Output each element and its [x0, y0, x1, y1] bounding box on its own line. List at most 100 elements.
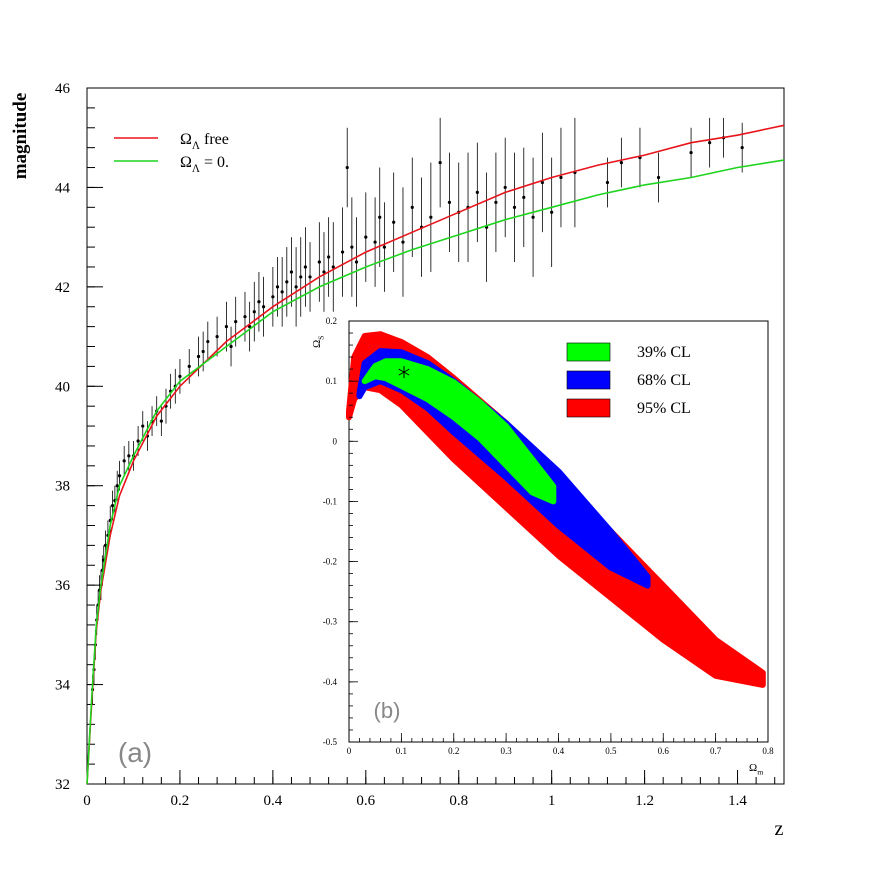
legend-label: 95% CL	[637, 400, 691, 417]
data-point	[656, 175, 661, 180]
data-point	[234, 320, 238, 324]
data-point	[689, 151, 693, 155]
data-point	[243, 315, 247, 319]
data-point	[364, 235, 368, 239]
confidence-region	[361, 358, 557, 505]
data-point	[619, 160, 623, 165]
panel-a-frame	[86, 87, 785, 785]
data-point	[392, 220, 396, 224]
data-point	[122, 459, 126, 463]
y-tick-label: -0.3	[323, 617, 338, 627]
data-point	[447, 200, 452, 204]
data-point	[322, 270, 326, 274]
model-curve	[86, 159, 785, 785]
x-tick-label: 0.8	[449, 793, 468, 809]
data-point	[317, 260, 321, 264]
x-tick-label: 0.2	[448, 746, 459, 756]
y-tick-label: 46	[55, 81, 71, 97]
data-point	[271, 295, 275, 299]
data-point	[257, 300, 261, 304]
data-point	[289, 270, 294, 274]
legend-label: 39% CL	[637, 344, 691, 361]
data-point	[136, 439, 140, 443]
data-point	[280, 290, 284, 294]
x-tick-label: 0	[347, 746, 352, 756]
data-point	[224, 325, 228, 329]
data-point	[159, 419, 163, 423]
data-point	[503, 185, 507, 190]
legend-label: ΩΛ = 0.	[180, 154, 229, 175]
model-curve	[86, 124, 785, 785]
panel-b-ylabel-text: ΩS	[311, 336, 325, 348]
x-tick-label: 0.6	[658, 746, 670, 756]
y-tick-label: 0.2	[326, 316, 337, 326]
data-point	[605, 180, 610, 185]
x-tick-label: 0.7	[710, 746, 722, 756]
panel-a-ylabel: magnitude	[10, 93, 31, 180]
y-tick-label: -0.1	[323, 496, 337, 506]
x-tick-label: 0.1	[396, 746, 407, 756]
best-fit-star-stroke	[398, 368, 410, 376]
data-point	[531, 215, 535, 219]
panel-a-label: (a)	[118, 737, 152, 768]
legend-label: ΩΛ free	[180, 131, 229, 152]
confidence-region	[356, 348, 651, 589]
data-point	[215, 334, 219, 339]
y-tick-label: 42	[55, 280, 70, 296]
data-point	[350, 245, 354, 249]
panel-b-label: (b)	[374, 698, 401, 723]
panel-a-hubble-diagram: 0 0.2 0.4 0.6 0.8 1 1.2 1.4 32 34 36 38 40 42 44 46 ma…	[10, 81, 785, 840]
data-point	[229, 344, 233, 349]
data-point	[110, 504, 115, 508]
x-tick-label: 1	[548, 793, 556, 809]
data-point	[141, 424, 145, 428]
data-point	[252, 310, 256, 314]
data-point	[201, 349, 205, 354]
data-point	[127, 454, 131, 458]
data-point	[410, 205, 414, 209]
legend-swatch	[566, 370, 611, 390]
panel-b-ylabel: ΩS	[311, 336, 325, 348]
panel-b-xlabel-text: Ωm	[749, 762, 763, 776]
panel-b-legend: 39% CL 68% CL 95% CL	[566, 342, 691, 418]
legend-label: 68% CL	[637, 372, 691, 389]
y-tick-label: 0	[333, 436, 338, 446]
data-point	[327, 255, 331, 259]
x-tick-label: 1.2	[635, 793, 654, 809]
y-tick-label: -0.4	[323, 677, 338, 687]
data-point	[382, 245, 386, 249]
x-tick-label: 0	[83, 793, 91, 809]
data-point	[429, 215, 433, 219]
data-point	[438, 160, 442, 165]
x-tick-label: 1.4	[728, 793, 747, 809]
panel-a-xlabel: z	[775, 818, 784, 840]
y-tick-label: -0.2	[323, 557, 337, 567]
legend-swatch	[566, 342, 611, 362]
y-tick-label: 36	[55, 578, 71, 594]
data-point	[294, 285, 298, 289]
data-point	[494, 200, 498, 204]
panel-b-xlabel: Ωm	[749, 762, 763, 776]
data-point	[206, 339, 210, 344]
data-point	[740, 146, 744, 150]
data-point	[299, 275, 303, 279]
x-tick-label: 0.4	[553, 746, 565, 756]
data-point	[187, 364, 191, 368]
y-tick-label: 32	[55, 777, 70, 793]
x-tick-label: 0.8	[762, 746, 774, 756]
panel-b-y-ticks: -0.5 -0.4 -0.3 -0.2 -0.1 0 0.1 0.2	[323, 316, 358, 747]
data-point	[345, 165, 349, 170]
data-point	[401, 240, 405, 244]
panel-b-best-fit-marker	[398, 366, 410, 379]
y-tick-label: 38	[55, 479, 70, 495]
x-tick-label: 0.6	[356, 793, 375, 809]
data-point	[512, 205, 517, 209]
data-point	[308, 275, 312, 279]
panel-b-x-ticks: 0 0.1 0.2 0.3 0.4 0.5 0.6 0.7 0.8	[347, 733, 774, 756]
panel-a-model-curves	[86, 124, 785, 785]
x-tick-label: 0.4	[263, 793, 282, 809]
y-tick-label: 34	[55, 678, 71, 694]
data-point	[340, 250, 345, 254]
